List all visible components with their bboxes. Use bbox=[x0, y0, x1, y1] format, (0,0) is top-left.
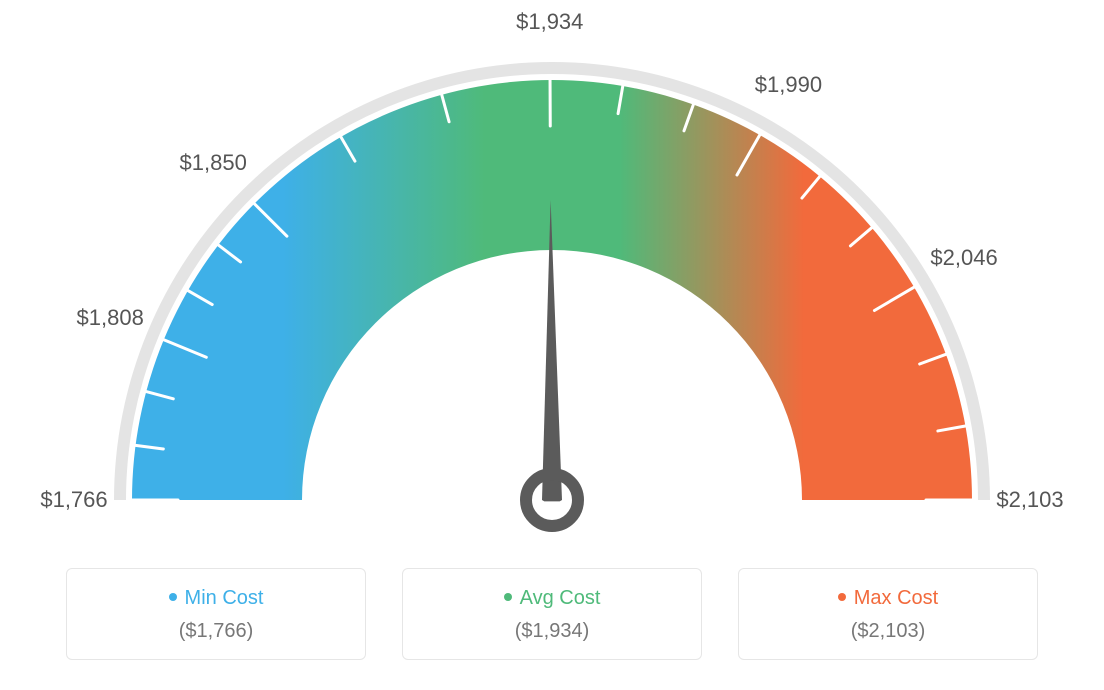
legend-value-avg: ($1,934) bbox=[413, 620, 691, 643]
dot-icon bbox=[504, 593, 512, 601]
dot-icon bbox=[838, 593, 846, 601]
legend-title-avg: Avg Cost bbox=[413, 587, 691, 610]
legend-label: Max Cost bbox=[854, 587, 938, 609]
gauge-tick-label: $2,046 bbox=[930, 245, 997, 271]
gauge-tick-label: $2,103 bbox=[996, 487, 1063, 513]
legend-value-min: ($1,766) bbox=[77, 620, 355, 643]
legend-label: Min Cost bbox=[185, 587, 264, 609]
legend-label: Avg Cost bbox=[520, 587, 601, 609]
legend-card-min: Min Cost ($1,766) bbox=[66, 568, 366, 660]
dot-icon bbox=[169, 593, 177, 601]
gauge-tick-label: $1,934 bbox=[516, 9, 583, 35]
gauge-svg bbox=[0, 0, 1104, 560]
legend-row: Min Cost ($1,766) Avg Cost ($1,934) Max … bbox=[0, 568, 1104, 660]
gauge-tick-label: $1,990 bbox=[755, 72, 822, 98]
legend-title-max: Max Cost bbox=[749, 587, 1027, 610]
legend-card-max: Max Cost ($2,103) bbox=[738, 568, 1038, 660]
gauge-tick-label: $1,850 bbox=[180, 150, 247, 176]
gauge-tick-label: $1,808 bbox=[77, 305, 144, 331]
cost-gauge: $1,766 $1,808 $1,850 $1,934 $1,990 $2,046 $2,1… bbox=[0, 0, 1104, 560]
gauge-tick-label: $1,766 bbox=[40, 487, 107, 513]
legend-title-min: Min Cost bbox=[77, 587, 355, 610]
legend-value-max: ($2,103) bbox=[749, 620, 1027, 643]
legend-card-avg: Avg Cost ($1,934) bbox=[402, 568, 702, 660]
